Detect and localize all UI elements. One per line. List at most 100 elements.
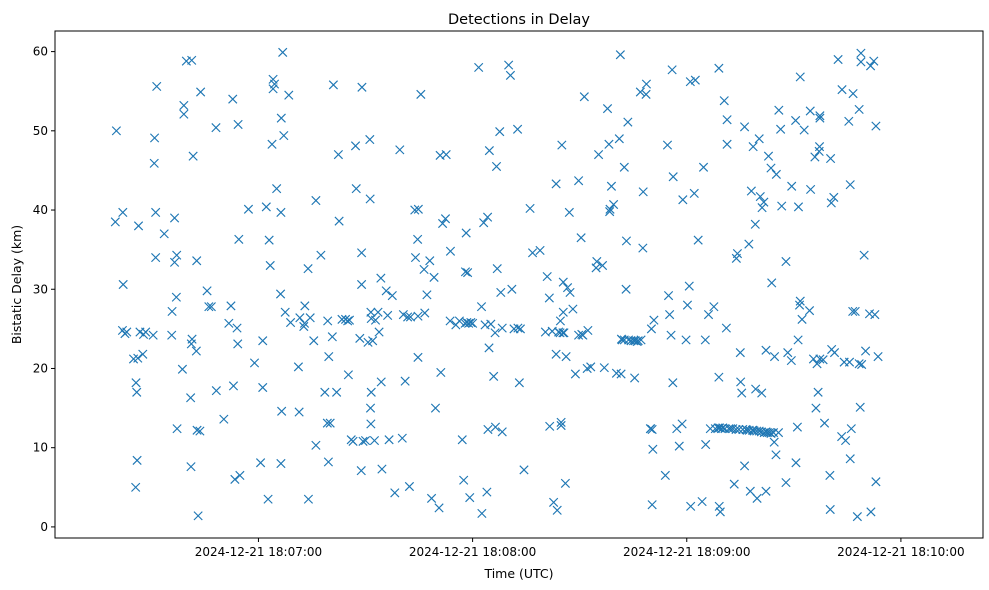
data-point xyxy=(187,55,197,65)
data-point xyxy=(795,72,805,82)
data-point xyxy=(735,348,745,358)
data-point xyxy=(556,417,566,427)
data-point xyxy=(133,221,144,231)
data-point xyxy=(689,188,699,199)
data-point xyxy=(255,458,266,468)
data-point xyxy=(365,134,375,145)
data-point xyxy=(513,323,523,333)
data-point xyxy=(482,487,492,497)
data-point xyxy=(729,479,739,489)
data-point xyxy=(269,79,280,89)
data-point xyxy=(482,212,493,222)
data-point xyxy=(131,482,141,492)
data-point xyxy=(605,204,615,214)
data-point xyxy=(715,507,725,517)
data-point xyxy=(512,124,523,134)
data-point xyxy=(791,458,801,468)
data-point xyxy=(633,336,643,346)
data-point xyxy=(570,369,581,379)
data-point xyxy=(666,330,676,340)
data-point xyxy=(818,355,828,365)
data-point xyxy=(674,441,684,451)
data-point xyxy=(404,481,415,492)
data-point xyxy=(556,420,566,431)
data-point xyxy=(303,494,314,504)
data-point xyxy=(186,462,196,472)
data-point xyxy=(295,313,305,323)
data-point xyxy=(436,367,446,378)
data-point xyxy=(305,313,315,323)
data-point xyxy=(739,461,750,471)
data-point xyxy=(383,310,393,321)
data-point xyxy=(441,149,451,160)
data-point xyxy=(434,503,444,513)
data-point xyxy=(845,180,855,190)
data-point xyxy=(805,184,816,195)
data-point xyxy=(786,355,796,366)
data-point xyxy=(483,424,493,435)
data-point xyxy=(159,229,169,239)
data-point xyxy=(781,477,791,488)
data-point xyxy=(555,316,566,326)
data-point xyxy=(649,315,659,325)
data-point xyxy=(360,435,371,446)
data-point xyxy=(665,309,675,320)
data-point xyxy=(871,477,881,487)
data-point xyxy=(327,332,337,342)
data-point xyxy=(219,414,229,424)
data-point xyxy=(641,79,652,89)
data-point xyxy=(258,336,268,346)
data-point xyxy=(681,335,691,345)
data-point xyxy=(855,402,865,412)
data-point xyxy=(561,351,571,362)
data-point xyxy=(846,424,856,434)
data-point xyxy=(138,349,148,359)
data-point xyxy=(410,252,421,263)
data-point xyxy=(866,507,876,517)
data-point xyxy=(357,82,367,92)
data-point xyxy=(551,349,561,359)
data-point xyxy=(492,264,502,274)
data-point xyxy=(333,149,344,160)
data-point xyxy=(131,378,141,388)
data-point xyxy=(172,250,182,260)
data-point xyxy=(211,123,221,133)
data-point xyxy=(356,279,367,290)
data-point xyxy=(579,92,589,102)
data-point xyxy=(635,87,645,97)
data-point xyxy=(744,239,754,249)
data-point xyxy=(249,358,260,368)
data-point xyxy=(467,318,478,328)
data-point xyxy=(152,81,162,92)
data-point xyxy=(258,382,268,393)
data-point xyxy=(813,387,823,397)
data-point xyxy=(678,195,688,205)
data-point xyxy=(869,56,879,66)
data-point xyxy=(381,286,391,296)
data-point xyxy=(722,139,732,149)
data-point xyxy=(751,384,761,394)
data-point xyxy=(794,300,805,310)
data-point xyxy=(815,111,825,121)
data-point xyxy=(663,290,674,301)
data-point xyxy=(719,96,729,106)
data-point xyxy=(576,233,586,243)
data-point xyxy=(630,373,640,383)
data-point xyxy=(848,306,858,317)
data-point xyxy=(636,335,646,345)
data-point xyxy=(623,117,633,127)
data-point xyxy=(682,300,693,310)
data-point xyxy=(555,328,565,338)
data-point xyxy=(593,149,604,160)
data-point xyxy=(299,321,309,332)
data-point xyxy=(355,333,365,343)
data-point xyxy=(149,133,160,143)
y-tick-label: 50 xyxy=(33,124,48,138)
data-point xyxy=(148,330,158,340)
data-point xyxy=(560,478,571,488)
data-point xyxy=(559,328,569,338)
data-point xyxy=(376,273,386,283)
data-point xyxy=(568,304,578,314)
data-point xyxy=(766,428,776,439)
